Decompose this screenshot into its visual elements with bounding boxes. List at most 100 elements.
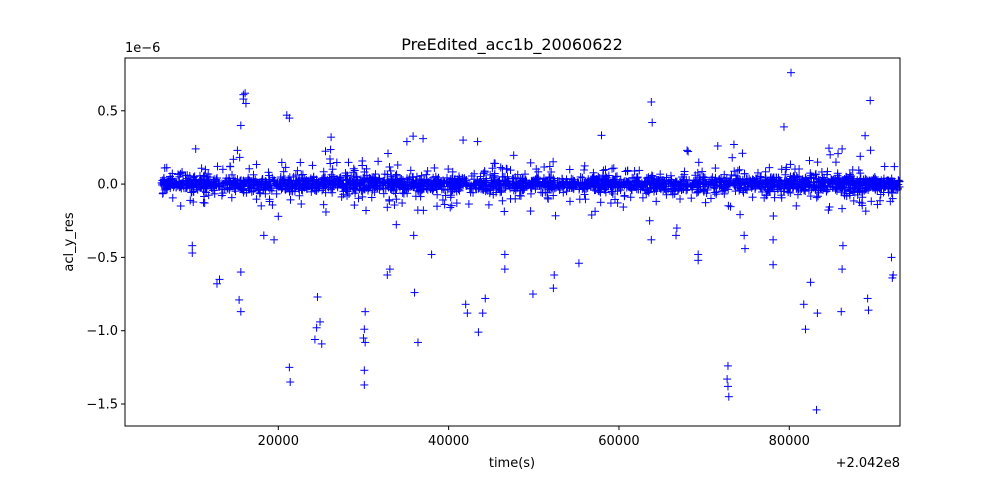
data-point (711, 181, 720, 190)
data-point (668, 187, 677, 196)
plot-frame (124, 57, 901, 427)
data-point (742, 174, 751, 183)
data-point (806, 192, 815, 201)
data-point (777, 165, 786, 174)
data-point (285, 363, 294, 372)
data-point (805, 156, 814, 165)
data-point (398, 199, 407, 208)
data-point (777, 193, 786, 202)
data-point (723, 361, 732, 370)
data-point (880, 162, 889, 171)
data-point (474, 328, 483, 337)
data-point (241, 99, 250, 108)
data-point (586, 182, 595, 191)
data-point (321, 147, 330, 156)
data-point (386, 166, 395, 175)
data-point (822, 187, 831, 196)
data-point (422, 170, 431, 179)
data-point (172, 178, 181, 187)
data-point (319, 200, 328, 209)
data-point (367, 178, 376, 187)
data-point (328, 165, 337, 174)
data-point (201, 179, 210, 188)
data-point (319, 167, 328, 176)
data-point (549, 157, 558, 166)
data-point (576, 172, 585, 181)
data-point (302, 176, 311, 185)
data-point (365, 183, 374, 192)
data-point (687, 194, 696, 203)
data-point (607, 188, 616, 197)
data-point (602, 180, 611, 189)
data-point (483, 186, 492, 195)
data-point (719, 184, 728, 193)
y-axis-scale-label: 1e−6 (125, 41, 160, 56)
data-point (488, 173, 497, 182)
data-point (229, 155, 238, 164)
data-point (782, 163, 791, 172)
data-point (580, 165, 589, 174)
data-point (226, 162, 235, 171)
data-point (313, 292, 322, 301)
data-point (694, 188, 703, 197)
data-point (575, 195, 584, 204)
data-point (350, 201, 359, 210)
data-point (849, 196, 858, 205)
data-point (461, 300, 470, 309)
data-point (495, 185, 504, 194)
data-point (490, 159, 499, 168)
data-point (432, 185, 441, 194)
data-point (245, 164, 254, 173)
data-point (791, 165, 800, 174)
data-point (481, 182, 490, 191)
data-point (706, 194, 715, 203)
data-point (601, 165, 610, 174)
data-point (281, 163, 290, 172)
data-point (531, 185, 540, 194)
data-point (502, 165, 511, 174)
data-point (321, 207, 330, 216)
data-point (411, 192, 420, 201)
data-point (794, 185, 803, 194)
data-point (751, 182, 760, 191)
data-point (565, 165, 574, 174)
data-point (563, 178, 572, 187)
data-point (256, 188, 265, 197)
data-point (328, 172, 337, 181)
data-point (210, 175, 219, 184)
data-point (423, 166, 432, 175)
data-point (503, 172, 512, 181)
data-point (317, 339, 326, 348)
data-point (805, 179, 814, 188)
data-point (807, 185, 816, 194)
data-point (509, 151, 518, 160)
data-point (683, 180, 692, 189)
data-point (277, 158, 286, 167)
data-point (835, 173, 844, 182)
data-point (189, 188, 198, 197)
data-point (450, 183, 459, 192)
x-tick-label: 60000 (598, 434, 639, 449)
data-point (599, 166, 608, 175)
data-point (446, 191, 455, 200)
data-point (676, 195, 685, 204)
data-point (189, 198, 198, 207)
data-point (848, 177, 857, 186)
data-point (239, 95, 248, 104)
data-point (455, 179, 464, 188)
data-point (413, 338, 422, 347)
data-point (736, 210, 745, 219)
data-point (886, 182, 895, 191)
data-point (740, 231, 749, 240)
data-point (623, 166, 632, 175)
data-point (565, 179, 574, 188)
data-point (603, 179, 612, 188)
data-point (466, 188, 475, 197)
data-point (459, 136, 468, 145)
data-point (274, 212, 283, 221)
data-point (887, 189, 896, 198)
data-point (473, 137, 482, 146)
data-point (723, 382, 732, 391)
data-point (776, 176, 785, 185)
data-point (446, 203, 455, 212)
